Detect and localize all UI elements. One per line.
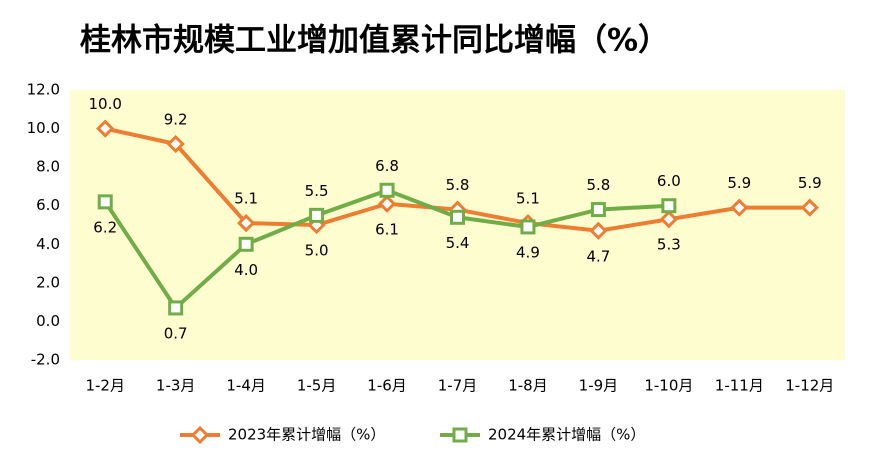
data-label: 5.4 xyxy=(446,234,470,252)
y-tick-label: 10.0 xyxy=(27,119,60,137)
data-label: 5.1 xyxy=(516,190,540,208)
y-tick-label: 2.0 xyxy=(36,273,60,291)
legend-label: 2024年累计增幅（%） xyxy=(488,426,645,444)
x-tick-label: 1-3月 xyxy=(156,377,196,395)
x-tick-label: 1-12月 xyxy=(785,377,834,395)
y-tick-label: 6.0 xyxy=(36,196,60,214)
marker xyxy=(800,198,819,217)
data-label: 5.5 xyxy=(305,182,329,200)
data-label: 6.2 xyxy=(93,218,117,236)
marker xyxy=(590,202,606,218)
x-tick-label: 1-4月 xyxy=(226,377,266,395)
marker xyxy=(96,119,115,138)
x-tick-label: 1-2月 xyxy=(85,377,125,395)
data-label: 6.0 xyxy=(657,172,681,190)
y-tick-label: -2.0 xyxy=(31,351,60,369)
legend-label: 2023年累计增幅（%） xyxy=(228,426,385,444)
data-label: 5.9 xyxy=(798,174,822,192)
marker xyxy=(589,221,608,240)
data-label: 9.2 xyxy=(164,111,188,129)
data-label: 6.1 xyxy=(375,220,399,238)
marker xyxy=(237,213,256,233)
x-tick-label: 1-7月 xyxy=(438,377,478,395)
x-tick-label: 1-6月 xyxy=(367,377,407,395)
marker xyxy=(377,194,397,213)
data-label: 5.9 xyxy=(727,174,751,192)
data-label: 0.7 xyxy=(164,324,188,342)
x-tick-label: 1-10月 xyxy=(644,377,693,395)
marker xyxy=(661,198,677,214)
marker xyxy=(379,182,395,198)
data-label: 6.8 xyxy=(375,157,399,175)
data-label: 5.8 xyxy=(586,176,610,194)
legend-marker xyxy=(190,425,210,445)
data-label: 5.3 xyxy=(657,236,681,254)
data-label: 5.8 xyxy=(446,176,470,194)
x-tick-label: 1-5月 xyxy=(297,377,337,395)
data-label: 4.9 xyxy=(516,243,540,261)
data-label: 4.7 xyxy=(586,247,610,265)
marker xyxy=(309,207,325,223)
y-tick-label: 12.0 xyxy=(27,81,60,99)
chart-title: 桂林市规模工业增加值累计同比增幅（%） xyxy=(80,23,669,59)
x-tick-label: 1-8月 xyxy=(508,377,548,395)
marker xyxy=(168,300,184,316)
x-tick-label: 1-11月 xyxy=(715,377,764,395)
marker xyxy=(730,198,749,217)
legend-marker xyxy=(452,427,468,443)
marker xyxy=(238,236,254,252)
marker xyxy=(659,210,678,229)
y-tick-label: 0.0 xyxy=(36,312,60,330)
data-label: 5.1 xyxy=(234,190,258,208)
plot-area xyxy=(70,90,845,360)
data-label: 10.0 xyxy=(89,95,122,113)
data-label: 4.0 xyxy=(234,261,258,279)
y-tick-label: 4.0 xyxy=(36,235,60,253)
y-tick-label: 8.0 xyxy=(36,158,60,176)
data-label: 5.0 xyxy=(305,242,329,260)
marker xyxy=(450,209,465,225)
marker xyxy=(97,194,113,210)
x-tick-label: 1-9月 xyxy=(579,377,619,395)
marker xyxy=(166,134,185,154)
marker xyxy=(520,219,536,235)
